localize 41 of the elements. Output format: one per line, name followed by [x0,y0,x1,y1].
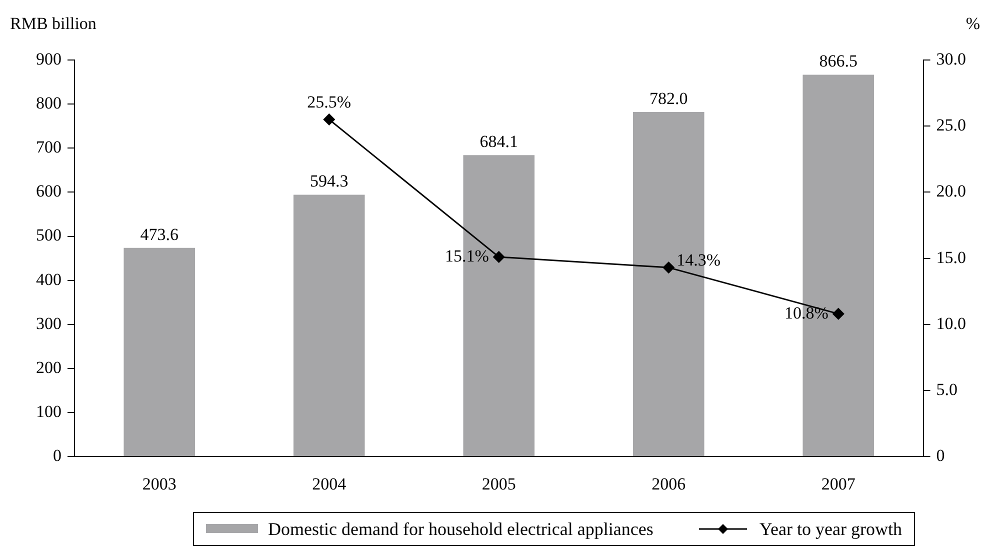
point [493,251,505,263]
x-tick-label: 2006 [652,474,686,494]
point [662,262,674,274]
data-label: 866.5 [819,52,858,71]
y2-tick-label: 25.0 [936,116,966,135]
data-label: 684.1 [480,132,518,152]
bar [124,248,196,456]
y-tick-label: 700 [36,138,62,157]
data-label: 25.5% [307,92,352,112]
y-tick-label: 800 [36,94,62,113]
y2-tick-label: 5.0 [936,380,958,399]
y-tick-label: 900 [36,49,62,68]
y-tick-label: 600 [36,182,62,201]
y2-axis-title: % [966,14,980,34]
y2-tick-label: 15.0 [936,248,966,267]
x-tick-label: 2004 [312,474,347,494]
point [832,308,844,320]
y-tick-label: 400 [36,270,62,289]
y-tick-label: 200 [36,358,62,377]
legend-label: Domestic demand for household electrical appliances [268,518,654,540]
y-tick-label: 100 [36,402,62,421]
data-label: 594.3 [310,172,348,191]
bar [293,194,365,456]
y2-tick-label: 10.0 [936,314,966,333]
x-tick-label: 2007 [821,474,856,494]
legend-label: Year to year growth [759,518,902,540]
y-tick-label: 300 [36,314,62,333]
y2-tick-label: 20.0 [936,182,966,201]
data-label: 782.0 [650,88,688,108]
y-tick-label: 0 [53,446,62,466]
x-tick-label: 2003 [142,474,176,494]
data-label: 10.8% [784,303,828,322]
point [323,114,335,126]
y2-tick-label: 30.0 [936,49,966,68]
data-label: 15.1% [444,246,489,266]
data-label: 473.6 [140,224,178,244]
y-axis-title: RMB billion [10,14,96,34]
x-tick-label: 2005 [482,474,516,494]
y2-tick-label: 0 [936,446,945,466]
y-tick-label: 500 [36,226,62,245]
data-label: 14.3% [676,250,721,270]
